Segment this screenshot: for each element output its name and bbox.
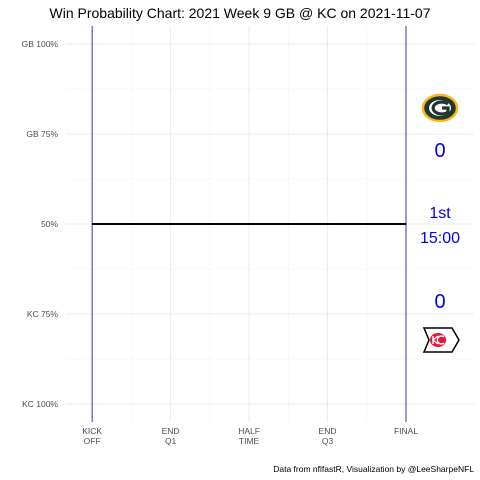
y-tick-label: KC 75% <box>27 309 59 319</box>
x-tick-label: END Q1 <box>162 426 180 446</box>
x-axis-ticks: KICK OFF END Q1 HALF TIME END Q3 FINAL <box>82 426 418 446</box>
chart-title: Win Probability Chart: 2021 Week 9 GB @ … <box>50 5 431 21</box>
kansas-city-chiefs-logo <box>422 327 460 353</box>
kc-score: 0 <box>434 291 445 313</box>
gb-score: 0 <box>434 140 445 162</box>
y-axis-ticks: GB 100% GB 75% 50% KC 75% KC 100% <box>22 39 59 409</box>
y-tick-label: KC 100% <box>22 399 58 409</box>
y-tick-label: GB 75% <box>26 129 58 139</box>
quarter-label: 1st <box>429 205 451 222</box>
y-tick-label: 50% <box>41 219 58 229</box>
y-tick-label: GB 100% <box>22 39 59 49</box>
x-tick-label: FINAL <box>394 426 418 436</box>
x-tick-label: HALF TIME <box>238 426 260 446</box>
x-tick-label: END Q3 <box>319 426 337 446</box>
game-clock: 15:00 <box>420 230 460 247</box>
chart-caption: Data from nflfastR, Visualization by @Le… <box>273 464 474 474</box>
green-bay-packers-logo <box>421 93 459 123</box>
x-tick-label: KICK OFF <box>82 426 102 446</box>
